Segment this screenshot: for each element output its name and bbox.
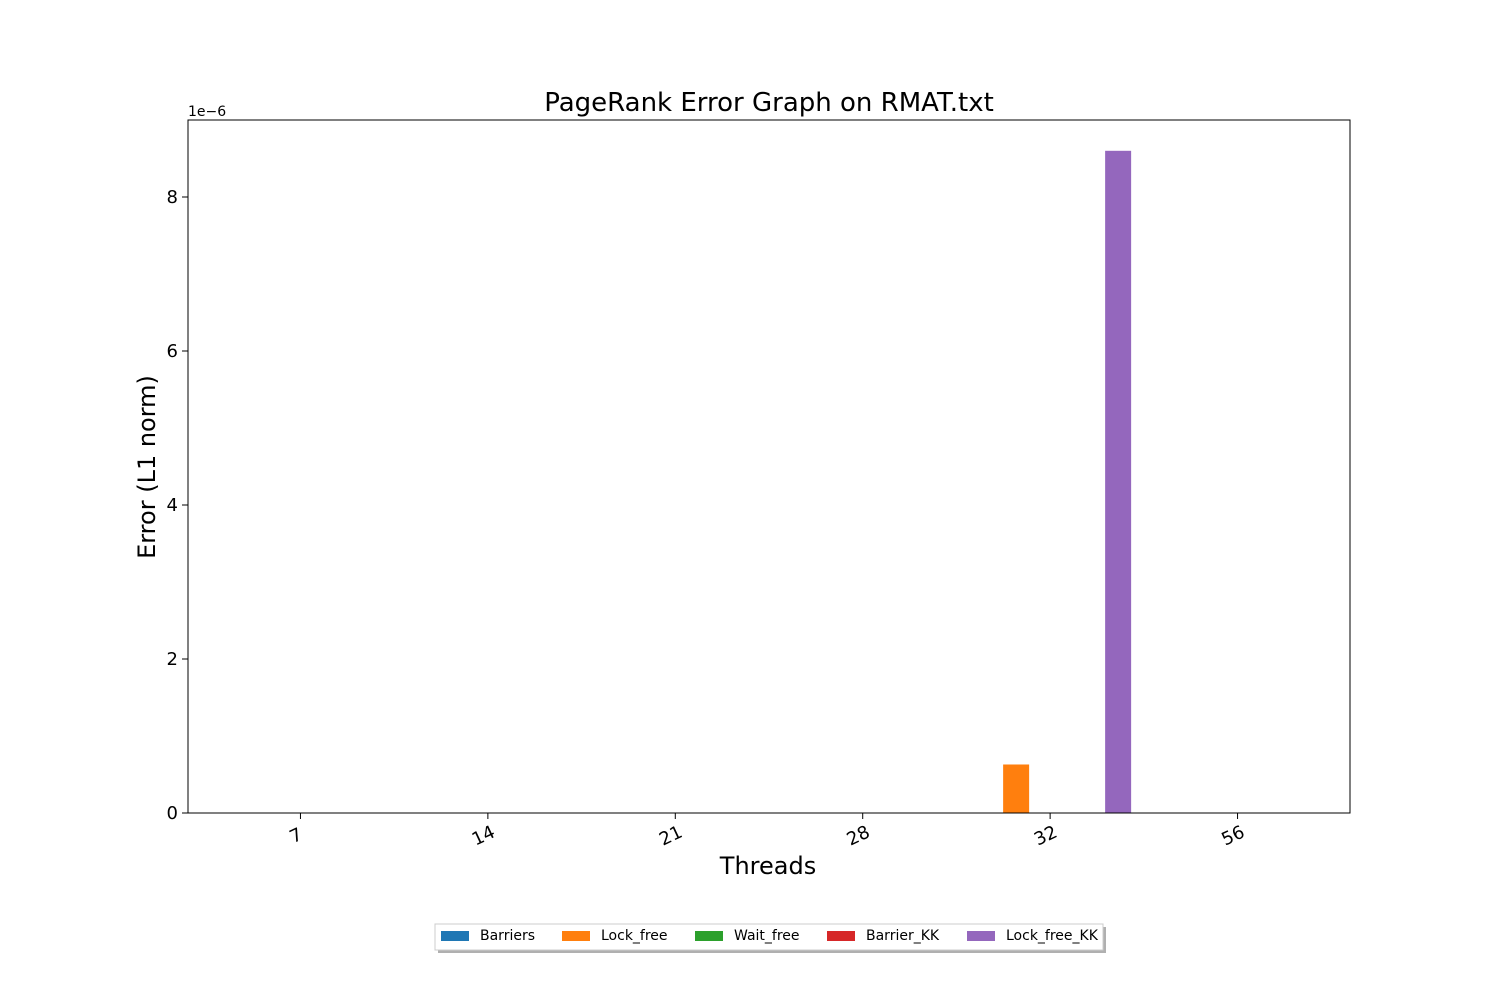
y-axis-scale-label: 1e−6 (188, 104, 226, 120)
x-axis-label: Threads (719, 852, 816, 880)
x-tick-label: 7 (286, 824, 305, 848)
legend-label-wait-free: Wait_free (734, 928, 800, 944)
legend-label-lock-free: Lock_free (601, 928, 668, 944)
legend-swatch-wait-free (695, 931, 723, 941)
legend-swatch-barriers (441, 931, 469, 941)
x-tick-label: 21 (656, 822, 686, 851)
y-tick-label: 2 (167, 649, 178, 670)
bar-lock-free-32 (1003, 764, 1030, 813)
chart-title: PageRank Error Graph on RMAT.txt (544, 88, 994, 118)
x-tick-label: 32 (1031, 822, 1061, 851)
y-tick-label: 8 (167, 187, 178, 208)
legend-swatch-lock-free (562, 931, 590, 941)
bar-lock-free-kk-32 (1105, 150, 1132, 814)
y-tick-label: 4 (167, 495, 178, 516)
legend-label-barriers: Barriers (480, 928, 535, 944)
legend-label-lock-free-kk: Lock_free_KK (1006, 928, 1099, 944)
x-tick-label: 14 (469, 822, 499, 851)
x-tick-label: 56 (1218, 822, 1248, 851)
x-tick-label: 28 (844, 822, 874, 851)
legend-swatch-barrier-kk (827, 931, 855, 941)
legend-label-barrier-kk: Barrier_KK (866, 928, 940, 944)
y-tick-label: 0 (167, 803, 178, 824)
y-axis-label: Error (L1 norm) (133, 375, 161, 559)
y-tick-label: 6 (167, 341, 178, 362)
plot-frame (187, 119, 1351, 814)
legend-swatch-lock-free-kk (967, 931, 995, 941)
plot-area: 0 2 4 6 8 7 14 21 28 32 56 (167, 119, 1351, 851)
legend: Barriers Lock_free Wait_free Barrier_KK Lock… (434, 923, 1106, 953)
